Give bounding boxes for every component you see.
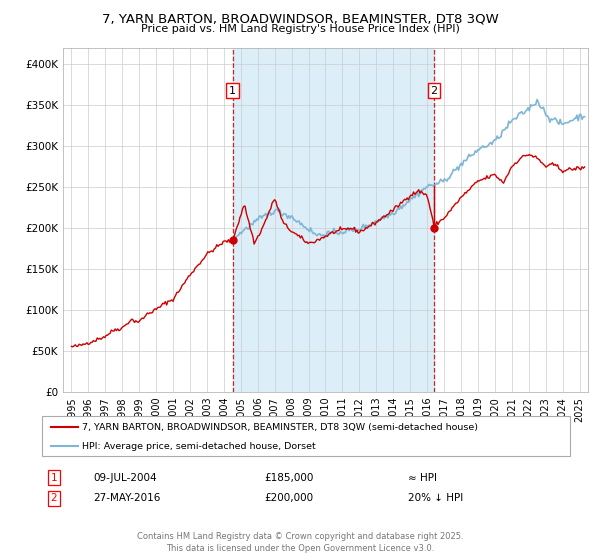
Text: £185,000: £185,000 — [264, 473, 313, 483]
Text: £200,000: £200,000 — [264, 493, 313, 503]
Text: 09-JUL-2004: 09-JUL-2004 — [93, 473, 157, 483]
Text: Contains HM Land Registry data © Crown copyright and database right 2025.
This d: Contains HM Land Registry data © Crown c… — [137, 532, 463, 553]
Text: 1: 1 — [50, 473, 58, 483]
Text: HPI: Average price, semi-detached house, Dorset: HPI: Average price, semi-detached house,… — [82, 442, 316, 451]
Text: 7, YARN BARTON, BROADWINDSOR, BEAMINSTER, DT8 3QW (semi-detached house): 7, YARN BARTON, BROADWINDSOR, BEAMINSTER… — [82, 423, 478, 432]
Text: Price paid vs. HM Land Registry's House Price Index (HPI): Price paid vs. HM Land Registry's House … — [140, 24, 460, 34]
Text: 20% ↓ HPI: 20% ↓ HPI — [408, 493, 463, 503]
Text: 7, YARN BARTON, BROADWINDSOR, BEAMINSTER, DT8 3QW: 7, YARN BARTON, BROADWINDSOR, BEAMINSTER… — [101, 12, 499, 25]
Text: 2: 2 — [430, 86, 437, 96]
Text: ≈ HPI: ≈ HPI — [408, 473, 437, 483]
Text: 27-MAY-2016: 27-MAY-2016 — [93, 493, 160, 503]
Text: 1: 1 — [229, 86, 236, 96]
Text: 2: 2 — [50, 493, 58, 503]
Bar — [233, 48, 434, 392]
